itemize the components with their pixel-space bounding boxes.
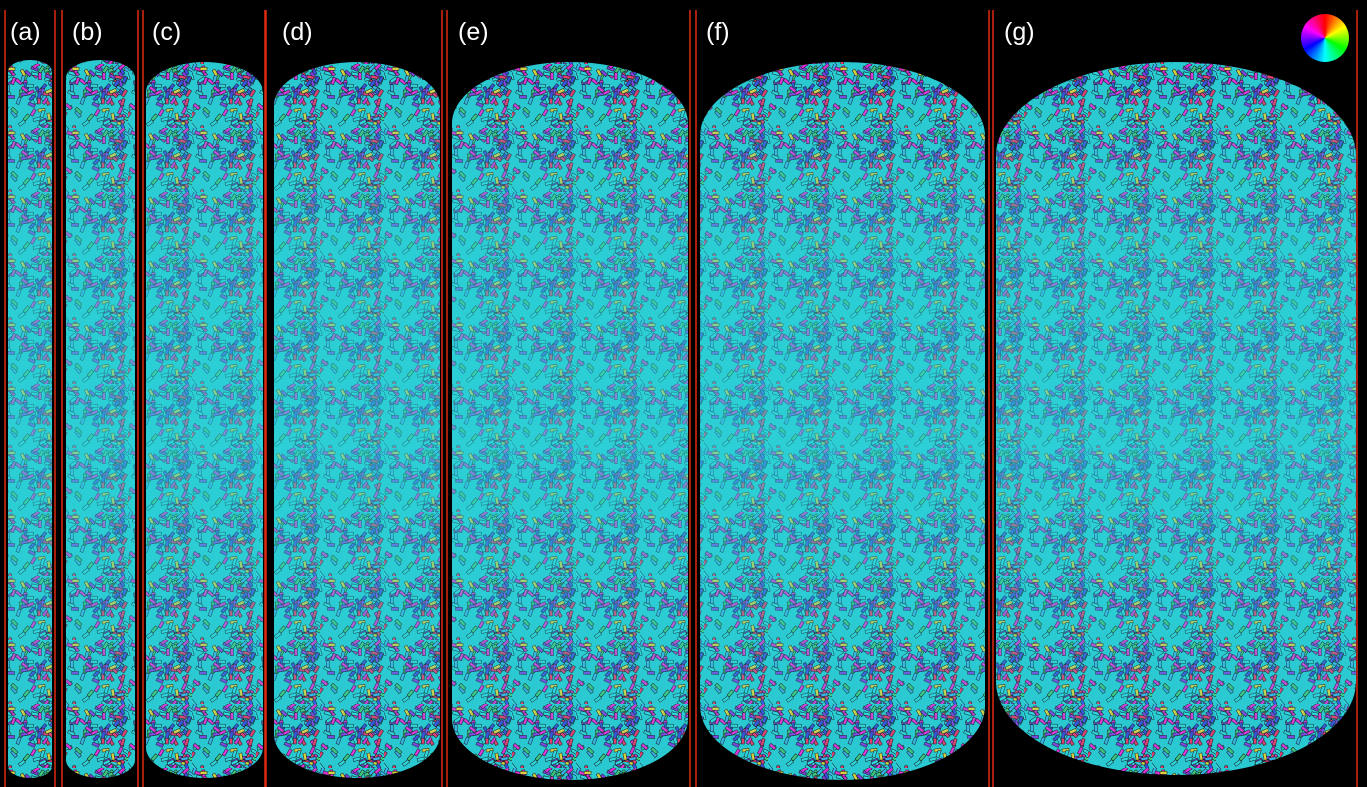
color-wheel <box>1301 14 1349 62</box>
cyan-domain <box>452 62 688 780</box>
cyan-domain <box>274 62 440 778</box>
panel-label: (f) <box>706 18 730 46</box>
cyan-domain <box>8 60 52 778</box>
panel-label: (g) <box>1004 18 1035 46</box>
panel-label: (d) <box>282 18 313 46</box>
panel-label: (e) <box>458 18 489 46</box>
panel-label: (c) <box>152 18 181 46</box>
cyan-domain <box>66 60 135 778</box>
panel-label: (b) <box>72 18 103 46</box>
panel-label: (a) <box>10 18 41 46</box>
cyan-domain <box>996 62 1356 775</box>
cyan-domain <box>700 62 985 780</box>
cyan-domain <box>146 62 263 778</box>
